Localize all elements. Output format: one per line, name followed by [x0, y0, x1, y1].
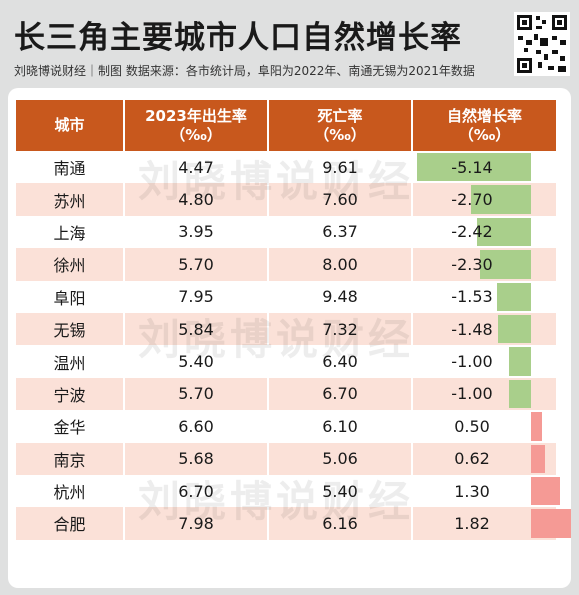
growth-bar	[479, 250, 531, 279]
growth-rate-cell: 0.50	[412, 410, 556, 442]
growth-label: -1.48	[451, 319, 493, 339]
growth-rate-cell: -2.30	[412, 248, 556, 281]
growth-rate-cell: -5.14	[412, 151, 556, 183]
population-table: 城市 2023年出生率 （‰） 死亡率 （‰） 自然增长率 （‰） 南通 4.47 9.6…	[16, 100, 571, 540]
growth-rate-cell: -1.00	[412, 345, 556, 377]
birth-rate-cell: 3.95	[124, 215, 269, 249]
table-row: 阜阳 7.95 9.48 -1.53	[16, 280, 556, 313]
birth-rate-cell: 6.70	[124, 474, 269, 508]
table-row: 南京 5.68 5.06 0.62	[16, 442, 556, 475]
death-rate-cell: 9.61	[268, 151, 413, 184]
growth-rate-cell: -1.53	[412, 281, 556, 313]
growth-bar	[497, 282, 531, 311]
growth-label: -1.00	[451, 352, 493, 372]
death-rate-cell: 6.70	[268, 377, 413, 411]
city-cell: 温州	[16, 345, 125, 378]
growth-rate-cell: -1.00	[412, 377, 556, 411]
birth-rate-cell: 5.70	[124, 377, 269, 411]
table-row: 无锡 5.84 7.32 -1.48	[16, 312, 556, 346]
death-rate-cell: 6.40	[268, 345, 413, 378]
birth-rate-cell: 4.47	[124, 151, 269, 184]
birth-rate-cell: 7.95	[124, 280, 269, 313]
death-rate-cell: 5.06	[268, 442, 413, 475]
header-death-rate: 死亡率 （‰）	[268, 100, 413, 151]
death-rate-cell: 6.10	[268, 410, 413, 443]
header-row: 城市 2023年出生率 （‰） 死亡率 （‰） 自然增长率 （‰）	[16, 100, 556, 151]
death-rate-cell: 8.00	[268, 248, 413, 281]
birth-rate-cell: 5.70	[124, 248, 269, 281]
table-row: 合肥 7.98 6.16 1.82	[16, 507, 571, 540]
city-cell: 宁波	[16, 377, 125, 411]
city-cell: 上海	[16, 215, 125, 249]
growth-label: -2.30	[451, 254, 493, 274]
growth-bar	[471, 185, 531, 214]
city-cell: 苏州	[16, 183, 125, 216]
table-row: 杭州 6.70 5.40 1.30	[16, 474, 560, 508]
growth-label: 0.62	[454, 449, 490, 469]
growth-rate-cell: -2.70	[412, 183, 556, 216]
table-card: 城市 2023年出生率 （‰） 死亡率 （‰） 自然增长率 （‰） 南通 4.47 9.6…	[8, 88, 571, 588]
death-rate-cell: 9.48	[268, 280, 413, 313]
growth-bar	[498, 314, 531, 344]
table-row: 徐州 5.70 8.00 -2.30	[16, 248, 556, 281]
growth-rate-cell: 1.82	[412, 507, 571, 540]
growth-label: -1.53	[451, 287, 493, 307]
city-cell: 徐州	[16, 248, 125, 281]
growth-bar	[417, 153, 531, 182]
chart-subtitle: 刘晓博说财经｜制图 数据来源：各市统计局，阜阳为2022年、南通无锡为2021年…	[14, 64, 475, 78]
growth-label: -2.42	[451, 222, 493, 242]
header-growth-rate: 自然增长率 （‰）	[412, 100, 556, 151]
city-cell: 合肥	[16, 507, 125, 540]
growth-label: 1.82	[454, 513, 490, 533]
table-row: 宁波 5.70 6.70 -1.00	[16, 377, 556, 411]
growth-rate-cell: -2.42	[412, 216, 556, 248]
table-row: 金华 6.60 6.10 0.50	[16, 410, 556, 443]
city-cell: 南京	[16, 442, 125, 475]
birth-rate-cell: 4.80	[124, 183, 269, 216]
qr-code-icon	[514, 12, 570, 76]
death-rate-cell: 6.16	[268, 507, 413, 540]
city-cell: 杭州	[16, 474, 125, 508]
growth-label: -5.14	[451, 157, 493, 177]
header-city: 城市	[16, 100, 125, 151]
city-cell: 无锡	[16, 312, 125, 346]
growth-rate-cell: -1.48	[412, 312, 556, 346]
header-birth-rate: 2023年出生率 （‰）	[124, 100, 269, 151]
growth-rate-cell: 0.62	[412, 442, 556, 475]
growth-bar	[508, 347, 531, 376]
death-rate-cell: 7.32	[268, 312, 413, 346]
growth-bar	[508, 379, 531, 409]
growth-label: 0.50	[454, 416, 490, 436]
birth-rate-cell: 5.68	[124, 442, 269, 475]
growth-label: -2.70	[451, 190, 493, 210]
table-row: 上海 3.95 6.37 -2.42	[16, 215, 556, 249]
growth-label: -1.00	[451, 384, 493, 404]
death-rate-cell: 5.40	[268, 474, 413, 508]
city-cell: 阜阳	[16, 280, 125, 313]
death-rate-cell: 6.37	[268, 215, 413, 249]
death-rate-cell: 7.60	[268, 183, 413, 216]
birth-rate-cell: 5.40	[124, 345, 269, 378]
table-row: 温州 5.40 6.40 -1.00	[16, 345, 556, 378]
growth-label: 1.30	[454, 481, 490, 501]
birth-rate-cell: 5.84	[124, 312, 269, 346]
growth-bar	[531, 509, 571, 538]
growth-bar	[531, 412, 542, 441]
birth-rate-cell: 6.60	[124, 410, 269, 443]
table-row: 苏州 4.80 7.60 -2.70	[16, 183, 556, 216]
growth-rate-cell: 1.30	[412, 475, 560, 507]
chart-title: 长三角主要城市人口自然增长率	[14, 20, 462, 56]
growth-bar	[531, 444, 545, 473]
table-row: 南通 4.47 9.61 -5.14	[16, 151, 556, 184]
growth-bar	[531, 476, 560, 506]
growth-bar	[477, 217, 531, 247]
city-cell: 南通	[16, 151, 125, 184]
birth-rate-cell: 7.98	[124, 507, 269, 540]
city-cell: 金华	[16, 410, 125, 443]
